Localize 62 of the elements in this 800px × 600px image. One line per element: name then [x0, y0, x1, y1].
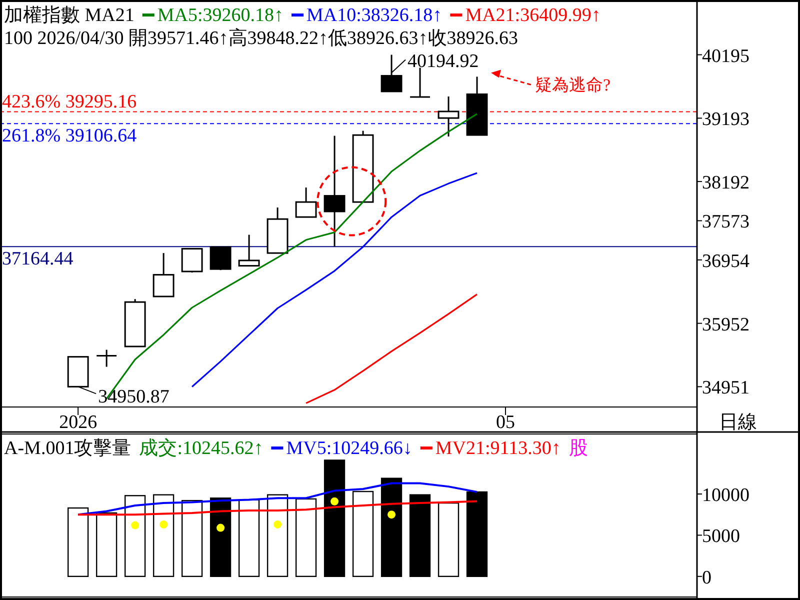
bar — [152, 494, 174, 577]
legend-label: MA21:36409.99↑ — [465, 5, 601, 26]
bar — [96, 512, 118, 577]
y-tick-label: 0 — [702, 567, 712, 588]
legend-label: MA5:39260.18↑ — [157, 5, 284, 26]
candlestick — [181, 248, 203, 274]
bar — [438, 502, 460, 577]
legend-label: MV21:9113.30↑ — [435, 438, 561, 459]
x-tick-label: 05 — [496, 412, 516, 433]
bar — [181, 500, 203, 577]
bar — [352, 490, 374, 577]
ref-line-label: 261.8% 39106.64 — [2, 126, 138, 147]
annotation: 股 — [568, 438, 588, 459]
y-tick-label: 35952 — [702, 314, 750, 336]
bar — [409, 494, 431, 577]
point — [388, 510, 396, 519]
line-series — [77, 500, 478, 516]
candlestick — [152, 252, 174, 298]
candlestick — [238, 234, 260, 267]
y-tick-label: 10000 — [702, 484, 750, 506]
bar — [68, 507, 89, 577]
y-tick-label: 5000 — [702, 526, 740, 548]
y-tick-label: 40195 — [702, 46, 750, 67]
candlestick — [438, 96, 460, 138]
bar — [295, 498, 317, 577]
point — [274, 520, 282, 528]
point — [216, 524, 225, 532]
y-tick-label: 34951 — [702, 378, 750, 399]
series-label: 成交:10245.62↑ — [139, 437, 264, 459]
point — [330, 497, 339, 506]
candlestick — [210, 246, 232, 271]
candlestick — [96, 349, 118, 368]
point — [131, 521, 140, 530]
chart-title: A-M.001攻擊量 — [4, 438, 132, 459]
y-tick-label: 37573 — [702, 212, 750, 233]
bar — [210, 498, 232, 577]
text: 100 2026/04/30 開39571.46↑高39848.22↑低38926.63↑收38926.63 — [4, 27, 518, 49]
annotation: 40194.92 — [408, 50, 479, 72]
y-tick-label: 38192 — [702, 172, 750, 194]
text: 日線 — [719, 412, 757, 433]
ref-line-label: 37164.44 — [2, 248, 74, 270]
line-series — [191, 172, 478, 388]
candlestick — [409, 66, 431, 98]
bar — [238, 499, 260, 577]
x-tick-label: 2026 — [59, 412, 98, 433]
bar — [266, 494, 288, 577]
legend-label: MA10:38326.18↑ — [306, 5, 442, 26]
ref-line-label: 423.6% 39295.16 — [2, 92, 137, 113]
legend-label: MV5:10249.66↓ — [286, 438, 412, 459]
point — [160, 520, 168, 528]
annotation: 疑為逃命? — [534, 76, 611, 95]
chart-title: 加權指數 MA21 — [4, 5, 134, 26]
candlestick — [324, 135, 346, 248]
bar — [466, 491, 488, 577]
y-tick-label: 39193 — [702, 109, 750, 130]
bar — [380, 478, 402, 577]
annotation: 34950.87 — [98, 386, 170, 408]
bar — [124, 495, 146, 577]
candlestick — [295, 186, 317, 218]
bar — [324, 460, 346, 577]
line-series — [305, 294, 478, 404]
y-tick-label: 36954 — [702, 250, 750, 272]
